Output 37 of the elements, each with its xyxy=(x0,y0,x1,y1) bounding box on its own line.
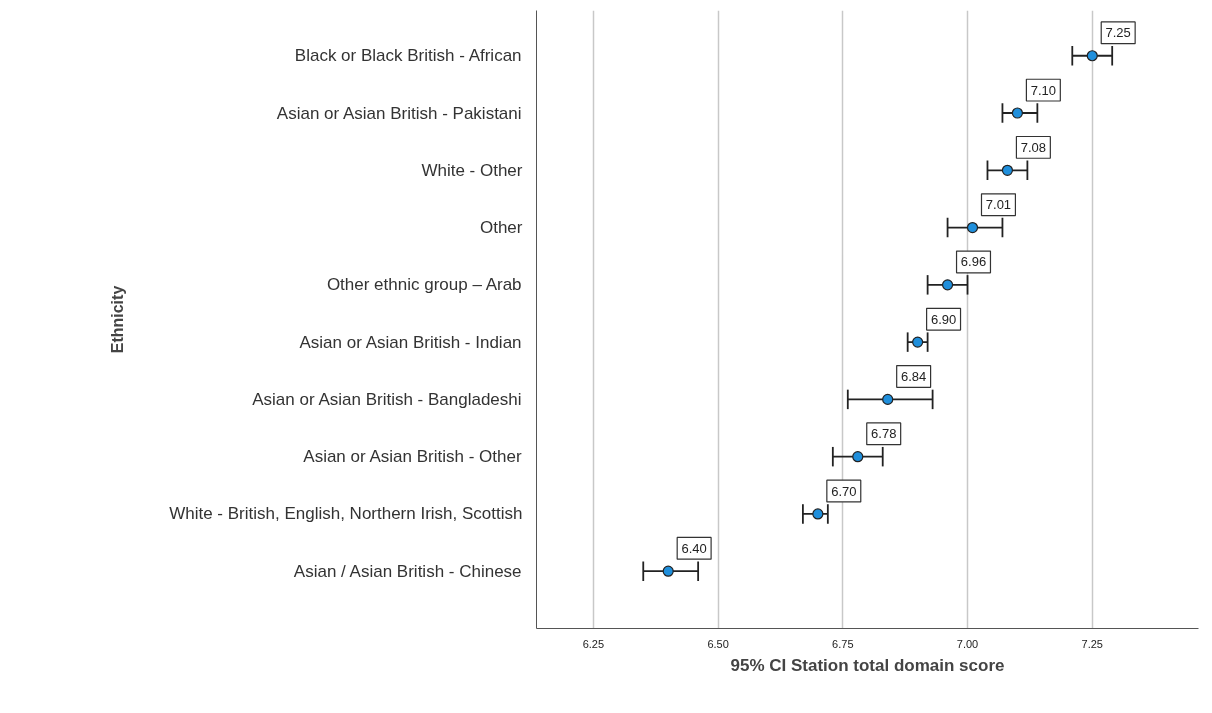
x-axis-title: 95% CI Station total domain score xyxy=(730,655,1005,675)
data-label: 6.78 xyxy=(871,426,897,442)
data-label: 6.90 xyxy=(930,311,957,327)
x-tick-label: 7.25 xyxy=(1081,637,1103,650)
point xyxy=(1001,164,1014,176)
data-label: 6.40 xyxy=(681,540,707,556)
y-axis-title: Ethnicity xyxy=(109,285,127,354)
point xyxy=(812,508,824,520)
data-label: 7.08 xyxy=(1020,139,1047,155)
point xyxy=(662,565,674,577)
data-label: 6.84 xyxy=(900,368,927,384)
x-tick-label: 6.50 xyxy=(707,637,729,650)
point xyxy=(1011,107,1024,119)
x-tick-label: 7.00 xyxy=(956,637,979,650)
point xyxy=(941,279,954,291)
point xyxy=(1086,50,1098,62)
data-label: 7.01 xyxy=(985,197,1012,213)
data-label: 7.25 xyxy=(1105,25,1131,41)
y-tick-label: Other xyxy=(479,218,523,238)
x-tick-label: 6.75 xyxy=(832,637,854,650)
y-tick-label: Asian or Asian British - Pakistani xyxy=(276,103,522,123)
point xyxy=(882,393,894,405)
data-label: 6.70 xyxy=(831,483,857,499)
y-tick-label: Asian or Asian British - Bangladeshi xyxy=(252,389,522,409)
y-tick-label: Asian or Asian British - Indian xyxy=(299,332,522,352)
y-tick-label: White - British, English, Northern Irish, Scottish xyxy=(169,504,523,524)
y-tick-label: Asian / Asian British - Chinese xyxy=(293,561,522,581)
point xyxy=(852,451,864,463)
point xyxy=(912,336,924,348)
data-label: 7.10 xyxy=(1030,82,1057,98)
x-tick-label: 6.25 xyxy=(582,637,605,650)
y-tick-label: Other ethnic group – Arab xyxy=(326,275,522,295)
point xyxy=(966,221,979,234)
data-label: 6.96 xyxy=(960,254,987,270)
y-tick-label: Asian or Asian British - Other xyxy=(303,447,522,467)
y-tick-label: Black or Black British - African xyxy=(294,46,522,66)
y-tick-label: White - Other xyxy=(421,160,523,180)
